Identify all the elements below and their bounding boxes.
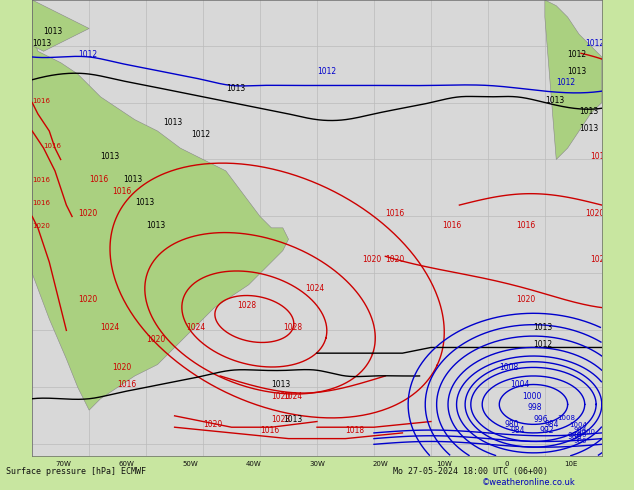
- Text: 60W: 60W: [119, 461, 135, 467]
- Text: 1028: 1028: [237, 300, 256, 310]
- Text: 10E: 10E: [564, 461, 578, 467]
- Text: 980: 980: [567, 432, 582, 441]
- Text: 992: 992: [539, 426, 553, 435]
- Text: 1024: 1024: [306, 284, 325, 293]
- Text: 1024: 1024: [283, 392, 302, 401]
- Text: 1012: 1012: [585, 39, 604, 48]
- Text: 1004: 1004: [510, 380, 530, 390]
- Text: 1013: 1013: [226, 84, 245, 93]
- Text: 998: 998: [527, 403, 542, 412]
- Text: 1018: 1018: [346, 426, 365, 435]
- Text: 996: 996: [533, 415, 548, 423]
- Text: 1013: 1013: [567, 67, 587, 76]
- Text: 1013: 1013: [163, 118, 183, 127]
- Text: 1016: 1016: [516, 221, 536, 230]
- Text: 1024: 1024: [101, 323, 120, 332]
- Text: 1012: 1012: [78, 50, 97, 59]
- Polygon shape: [32, 34, 288, 410]
- Text: 1013: 1013: [579, 107, 598, 116]
- Text: 984: 984: [545, 420, 559, 429]
- Text: 1016: 1016: [443, 221, 462, 230]
- Text: 30W: 30W: [309, 461, 325, 467]
- Text: 0: 0: [505, 461, 510, 467]
- Text: 1020: 1020: [385, 255, 404, 264]
- Text: 1013: 1013: [579, 124, 598, 133]
- Text: 1028: 1028: [271, 415, 290, 423]
- Text: 1016: 1016: [590, 152, 610, 162]
- Text: 1020: 1020: [590, 255, 610, 264]
- Text: 1020: 1020: [32, 223, 50, 229]
- Text: 1013: 1013: [44, 27, 63, 36]
- Text: 1016: 1016: [260, 426, 280, 435]
- Text: 1020: 1020: [146, 335, 165, 344]
- Text: 1013: 1013: [545, 96, 564, 104]
- Text: 50W: 50W: [183, 461, 198, 467]
- Text: 1013: 1013: [124, 175, 143, 184]
- Text: 1004: 1004: [569, 422, 587, 428]
- Text: 980: 980: [573, 433, 587, 439]
- Text: 1020: 1020: [363, 255, 382, 264]
- Text: 1020: 1020: [78, 209, 97, 219]
- Text: 980: 980: [573, 438, 587, 444]
- Text: 1016: 1016: [89, 175, 108, 184]
- Text: 1013: 1013: [146, 221, 165, 230]
- Text: 1016: 1016: [32, 177, 50, 183]
- Polygon shape: [545, 0, 602, 160]
- Text: 1016: 1016: [32, 200, 50, 206]
- Text: Mo 27-05-2024 18:00 UTC (06+00): Mo 27-05-2024 18:00 UTC (06+00): [393, 466, 548, 476]
- Text: 1020: 1020: [203, 420, 223, 429]
- Text: 1016: 1016: [112, 187, 131, 196]
- Text: 1016: 1016: [44, 143, 61, 149]
- Text: 1000: 1000: [578, 429, 595, 435]
- Text: 1020: 1020: [271, 392, 290, 401]
- Text: 1028: 1028: [283, 323, 302, 332]
- Text: 10W: 10W: [436, 461, 452, 467]
- Text: 1012: 1012: [533, 341, 553, 349]
- Text: 1012: 1012: [556, 78, 576, 87]
- Text: 1020: 1020: [78, 295, 97, 304]
- Text: 1000: 1000: [522, 392, 541, 401]
- Text: 1020: 1020: [516, 295, 536, 304]
- Text: 1024: 1024: [186, 323, 205, 332]
- Polygon shape: [32, 0, 89, 51]
- Text: 70W: 70W: [55, 461, 72, 467]
- Text: ©weatheronline.co.uk: ©weatheronline.co.uk: [482, 478, 576, 487]
- Text: 1013: 1013: [271, 380, 290, 390]
- Text: 1016: 1016: [385, 209, 404, 219]
- Text: 1020: 1020: [585, 209, 604, 219]
- Text: 980: 980: [505, 420, 519, 429]
- Text: 984: 984: [573, 427, 586, 433]
- Text: 1013: 1013: [32, 39, 51, 48]
- Text: 40W: 40W: [246, 461, 261, 467]
- Text: 1013: 1013: [101, 152, 120, 162]
- Text: 20W: 20W: [373, 461, 388, 467]
- Text: 1016: 1016: [32, 98, 50, 103]
- Text: Surface pressure [hPa] ECMWF: Surface pressure [hPa] ECMWF: [6, 466, 146, 476]
- Text: 1013: 1013: [134, 198, 154, 207]
- Text: 1016: 1016: [118, 380, 137, 390]
- Text: 1012: 1012: [567, 50, 586, 59]
- Text: 1013: 1013: [283, 415, 302, 423]
- Text: 1008: 1008: [500, 363, 519, 372]
- Text: 984: 984: [510, 426, 525, 435]
- Text: 1012: 1012: [317, 67, 336, 76]
- Text: 1013: 1013: [533, 323, 553, 332]
- Text: 1020: 1020: [112, 363, 131, 372]
- Text: 1008: 1008: [557, 416, 576, 421]
- Text: 1012: 1012: [191, 130, 211, 139]
